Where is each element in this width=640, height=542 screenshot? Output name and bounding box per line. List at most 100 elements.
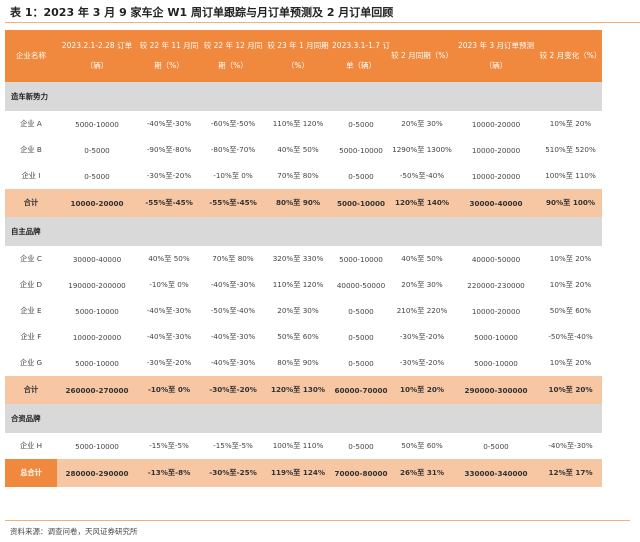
value-cell: 290000-300000 <box>464 385 528 395</box>
table-row: 企业 D 190000-200000 -10%至 0% -40%至-30% 110%至 … <box>5 272 602 298</box>
value-cell: 30000-40000 <box>469 198 523 208</box>
header-cell: 较 2 月同期（%） <box>391 51 453 60</box>
header-cell: 2023.3.1-1.7 订单（辆） <box>332 41 390 70</box>
value-cell: 0-5000 <box>84 171 110 181</box>
company-name-cell: 合计 <box>23 385 39 394</box>
table-header: 企业名称 2023.2.1-2.28 订单（辆） 较 22 年 11 月同期（%… <box>5 30 602 82</box>
grand-total-row: 总合计 280000-290000 -13%至-8% -30%至-25% 119%至 1… <box>5 459 602 487</box>
company-name-cell: 企业 D <box>19 280 43 289</box>
header-cell: 较 23 年 1 月同期（%） <box>267 41 329 70</box>
header-cell: 2023.2.1-2.28 订单（辆） <box>61 41 133 70</box>
value-cell: 10%至 20% <box>399 385 445 394</box>
subtotal-row: 合计 260000-270000 -10%至 0% -30%至-20% 120%至 13… <box>5 376 602 404</box>
value-cell: 1290%至 1300% <box>392 145 452 154</box>
value-cell: -10%至 0% <box>213 171 253 180</box>
value-cell: 120%至 130% <box>270 385 326 394</box>
value-cell: -15%至-5% <box>149 441 189 450</box>
value-cell: 80%至 90% <box>277 358 319 367</box>
value-cell: 0-5000 <box>483 441 509 451</box>
value-cell: -55%至-45% <box>145 198 193 207</box>
company-name-cell: 企业 C <box>20 254 42 263</box>
value-cell: 220000-230000 <box>467 280 525 290</box>
value-cell: 12%至 17% <box>548 468 593 477</box>
table-row: 企业 A 5000-10000 -40%至-30% -60%至-50% 110%至 12… <box>5 111 602 137</box>
header-cell: 2023 年 3 月订单预测（辆） <box>457 41 534 70</box>
value-cell: 50%至 60% <box>401 441 443 450</box>
table-row: 企业 B 0-5000 -90%至-80% -80%至-70% 40%至 50% 5000… <box>5 137 602 163</box>
company-name-cell: 企业 H <box>19 441 43 450</box>
value-cell: 40%至 50% <box>277 145 319 154</box>
value-cell: -55%至-45% <box>209 198 257 207</box>
value-cell: 0-5000 <box>348 332 374 342</box>
section-header: 自主品牌 <box>5 217 602 246</box>
value-cell: 5000-10000 <box>75 441 119 451</box>
table-row: 企业 E 5000-10000 -40%至-30% -50%至-40% 20%至 30%… <box>5 298 602 324</box>
value-cell: 5000-10000 <box>75 358 119 368</box>
value-cell: -50%至-40% <box>399 171 445 180</box>
value-cell: -40%至-30% <box>146 306 192 315</box>
value-cell: 10000-20000 <box>471 119 521 129</box>
value-cell: -60%至-50% <box>210 119 256 128</box>
value-cell: -15%至-5% <box>213 441 253 450</box>
value-cell: -13%至-8% <box>147 468 191 477</box>
value-cell: 0-5000 <box>348 119 374 129</box>
table-row: 企业 G 5000-10000 -30%至-20% -40%至-30% 80%至 90%… <box>5 350 602 376</box>
value-cell: -40%至-30% <box>146 119 192 128</box>
value-cell: 40000-50000 <box>336 280 386 290</box>
section-header: 造车新势力 <box>5 82 602 111</box>
company-name-cell: 企业 B <box>20 145 42 154</box>
value-cell: 26%至 31% <box>399 468 445 477</box>
value-cell: 10%至 20% <box>549 280 592 289</box>
title-divider <box>5 22 640 23</box>
company-name-cell: 企业 A <box>20 119 42 128</box>
header-cell: 较 2 月变化（%） <box>539 51 602 60</box>
value-cell: 10000-20000 <box>471 306 521 316</box>
company-name-cell: 企业 I <box>21 171 41 180</box>
value-cell: -30%至-20% <box>209 385 257 394</box>
value-cell: 5000-10000 <box>474 358 518 368</box>
header-cell: 企业名称 <box>16 51 46 60</box>
value-cell: 10000-20000 <box>471 171 521 181</box>
value-cell: 20%至 30% <box>401 119 443 128</box>
value-cell: -80%至-70% <box>210 145 256 154</box>
value-cell: 10000-20000 <box>72 332 122 342</box>
value-cell: -40%至-30% <box>146 332 192 341</box>
table-body: 造车新势力企业 A 5000-10000 -40%至-30% -60%至-50% 110… <box>5 82 602 487</box>
value-cell: 320%至 330% <box>272 254 324 263</box>
value-cell: -30%至-20% <box>146 358 192 367</box>
company-name-cell: 企业 G <box>19 358 43 367</box>
value-cell: 40%至 50% <box>401 254 443 263</box>
source-note: 资料来源：调查问卷，天风证券研究所 <box>10 527 138 536</box>
value-cell: 80%至 90% <box>275 198 321 207</box>
table-row: 企业 I 0-5000 -30%至-20% -10%至 0% 70%至 80% 0-500… <box>5 163 602 189</box>
value-cell: -10%至 0% <box>147 385 191 394</box>
value-cell: 5000-10000 <box>339 254 383 264</box>
value-cell: 10000-20000 <box>471 145 521 155</box>
orders-table: 企业名称 2023.2.1-2.28 订单（辆） 较 22 年 11 月同期（%… <box>5 30 602 487</box>
value-cell: 110%至 120% <box>272 280 324 289</box>
table-title: 表 1：2023 年 3 月 9 家车企 W1 周订单跟踪与月订单预测及 2 月… <box>10 6 394 19</box>
company-name-cell: 总合计 <box>5 459 57 487</box>
value-cell: -30%至-20% <box>399 358 445 367</box>
value-cell: -30%至-25% <box>209 468 257 477</box>
footer-divider <box>5 520 630 521</box>
header-cell: 较 22 年 12 月同期（%） <box>203 41 263 70</box>
value-cell: 120%至 140% <box>394 198 450 207</box>
value-cell: 30000-40000 <box>72 254 122 264</box>
value-cell: 10%至 20% <box>549 254 592 263</box>
value-cell: 5000-10000 <box>337 198 385 208</box>
value-cell: 50%至 60% <box>549 306 592 315</box>
value-cell: 10%至 20% <box>548 385 593 394</box>
value-cell: 70%至 80% <box>277 171 319 180</box>
value-cell: 90%至 100% <box>545 198 596 207</box>
value-cell: -50%至-40% <box>210 306 256 315</box>
value-cell: 40000-50000 <box>471 254 521 264</box>
value-cell: 10%至 20% <box>549 119 592 128</box>
value-cell: 70000-80000 <box>334 468 388 478</box>
company-name-cell: 企业 E <box>20 306 42 315</box>
header-cell: 较 22 年 11 月同期（%） <box>139 41 199 70</box>
value-cell: 330000-340000 <box>464 468 528 478</box>
value-cell: 20%至 30% <box>401 280 443 289</box>
value-cell: 0-5000 <box>348 358 374 368</box>
value-cell: 5000-10000 <box>75 119 119 129</box>
